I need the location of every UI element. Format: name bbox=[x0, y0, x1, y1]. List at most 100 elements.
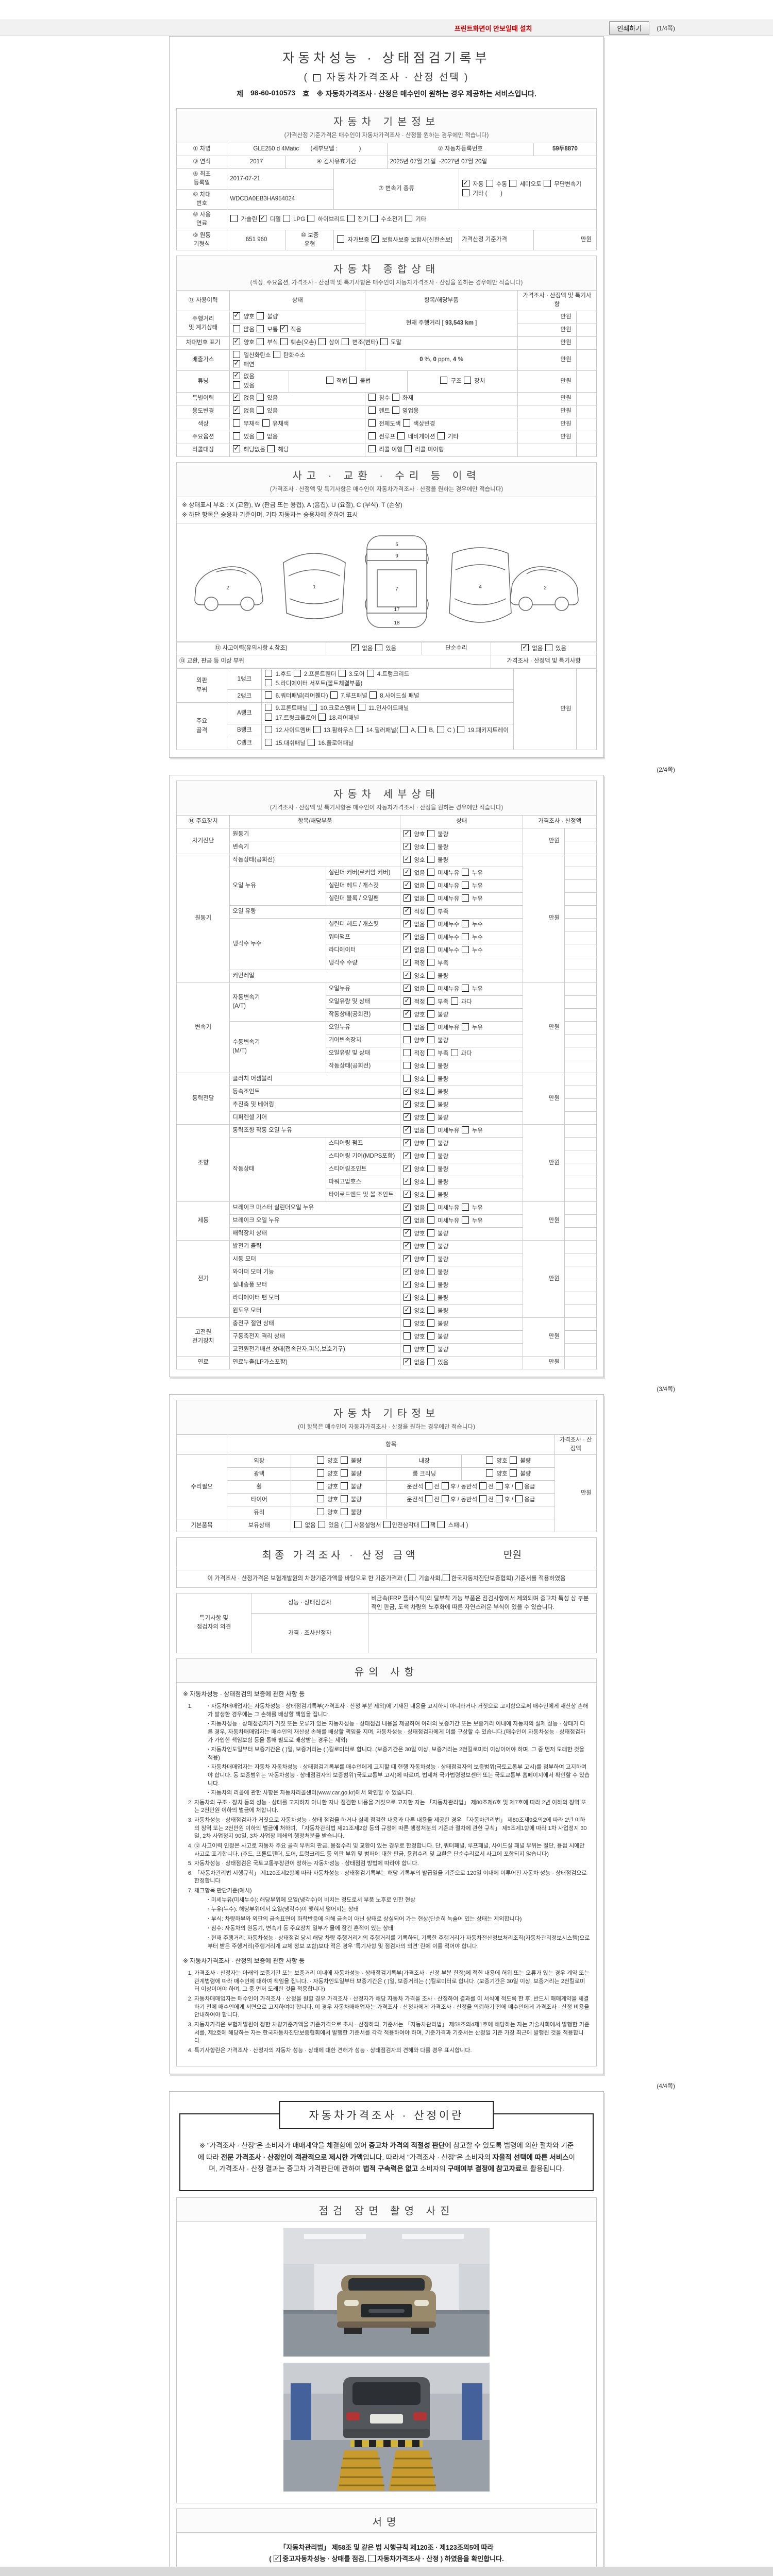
checkbox-unchecked[interactable] bbox=[479, 1495, 487, 1503]
table-cell[interactable]: 전체도색 색상변경 bbox=[365, 417, 518, 431]
checkbox-unchecked[interactable] bbox=[313, 74, 321, 81]
table-cell[interactable]: 있음 없음 bbox=[229, 430, 366, 444]
checkbox-unchecked[interactable] bbox=[233, 432, 241, 440]
checkbox-unchecked[interactable] bbox=[450, 997, 458, 1005]
checkbox-unchecked[interactable] bbox=[405, 445, 412, 453]
checkbox-unchecked[interactable] bbox=[233, 381, 241, 389]
table-cell[interactable]: 없음 미세누유 누유 bbox=[400, 1201, 524, 1215]
checkbox-checked[interactable] bbox=[404, 854, 411, 863]
checkbox-unchecked[interactable] bbox=[265, 738, 273, 746]
checkbox-checked[interactable] bbox=[404, 1124, 411, 1134]
checkbox-unchecked[interactable] bbox=[427, 1151, 434, 1159]
table-cell[interactable]: 양호 불량 bbox=[229, 310, 366, 324]
checkbox-unchecked[interactable] bbox=[436, 725, 444, 733]
table-cell[interactable]: 없음 있음 bbox=[229, 392, 366, 405]
checkbox-checked[interactable] bbox=[404, 905, 411, 915]
checkbox-checked[interactable] bbox=[404, 931, 411, 941]
checkbox-unchecked[interactable] bbox=[427, 1293, 434, 1301]
checkbox-checked[interactable] bbox=[462, 178, 470, 188]
checkbox-unchecked[interactable] bbox=[509, 1456, 517, 1464]
checkbox-unchecked[interactable] bbox=[442, 1482, 449, 1490]
table-cell[interactable]: 1.후드 2.프론트휀더 3.도어 4.트렁크리드 5.라디에이터 서포트(볼트… bbox=[261, 668, 514, 690]
checkbox-unchecked[interactable] bbox=[265, 679, 273, 687]
checkbox-unchecked[interactable] bbox=[427, 842, 434, 850]
checkbox-unchecked[interactable] bbox=[418, 725, 426, 733]
checkbox-checked[interactable] bbox=[404, 1279, 411, 1289]
checkbox-unchecked[interactable] bbox=[340, 1469, 348, 1477]
checkbox-unchecked[interactable] bbox=[256, 312, 264, 320]
checkbox-unchecked[interactable] bbox=[427, 1087, 434, 1095]
checkbox-checked[interactable] bbox=[404, 1201, 411, 1211]
checkbox-unchecked[interactable] bbox=[256, 394, 264, 401]
checkbox-unchecked[interactable] bbox=[438, 1521, 445, 1529]
checkbox-checked[interactable] bbox=[351, 642, 359, 652]
checkbox-unchecked[interactable] bbox=[427, 1023, 434, 1030]
checkbox-unchecked[interactable] bbox=[366, 669, 374, 677]
checkbox-unchecked[interactable] bbox=[404, 1036, 411, 1043]
checkbox-unchecked[interactable] bbox=[479, 1482, 487, 1490]
checkbox-unchecked[interactable] bbox=[427, 958, 434, 966]
table-cell[interactable]: 양호 불량 bbox=[400, 1072, 524, 1086]
table-cell[interactable]: 없음 미세누유 누유 bbox=[400, 867, 524, 880]
table-cell[interactable]: 없음 있음 ( 사용설명서 안전삼각대 잭 스패너 ) bbox=[291, 1519, 556, 1533]
checkbox-unchecked[interactable] bbox=[316, 1495, 324, 1503]
checkbox-unchecked[interactable] bbox=[421, 1521, 429, 1529]
checkbox-checked[interactable] bbox=[274, 2553, 281, 2564]
checkbox-checked[interactable] bbox=[404, 1150, 411, 1160]
checkbox-checked[interactable] bbox=[404, 995, 411, 1005]
checkbox-checked[interactable] bbox=[404, 1163, 411, 1173]
table-cell[interactable]: 없음 미세누유 누유 bbox=[400, 1214, 524, 1228]
checkbox-checked[interactable] bbox=[404, 1240, 411, 1250]
checkbox-unchecked[interactable] bbox=[427, 1358, 434, 1365]
checkbox-unchecked[interactable] bbox=[440, 377, 448, 384]
checkbox-unchecked[interactable] bbox=[256, 338, 264, 346]
checkbox-unchecked[interactable] bbox=[310, 704, 317, 711]
checkbox-checked[interactable] bbox=[404, 1086, 411, 1095]
table-cell[interactable]: 양호 불량 bbox=[400, 1189, 524, 1202]
checkbox-unchecked[interactable] bbox=[308, 738, 315, 746]
checkbox-checked[interactable] bbox=[404, 1189, 411, 1198]
table-cell[interactable]: 9.프론트패널 10.크로스멤버 11.인사이드패널 17.트렁크플로어 18.… bbox=[261, 702, 514, 724]
table-cell[interactable]: 리콜 이행 리콜 미이행 bbox=[365, 443, 518, 457]
checkbox-unchecked[interactable] bbox=[427, 1113, 434, 1121]
table-cell[interactable]: 썬루프 네비게이션 기타 bbox=[365, 430, 518, 444]
checkbox-unchecked[interactable] bbox=[408, 1574, 416, 1582]
checkbox-checked[interactable] bbox=[404, 828, 411, 838]
checkbox-unchecked[interactable] bbox=[462, 189, 470, 196]
checkbox-unchecked[interactable] bbox=[265, 704, 273, 711]
table-cell[interactable]: 양호 불량 bbox=[400, 1086, 524, 1099]
table-cell[interactable]: 없음 있음 bbox=[325, 642, 422, 655]
table-cell[interactable]: 없음 있음 bbox=[400, 1356, 524, 1369]
checkbox-checked[interactable] bbox=[233, 336, 241, 346]
checkbox-unchecked[interactable] bbox=[404, 1319, 411, 1327]
table-cell[interactable]: 무채색 유채색 bbox=[229, 417, 366, 431]
checkbox-unchecked[interactable] bbox=[392, 394, 399, 401]
checkbox-unchecked[interactable] bbox=[256, 432, 264, 440]
checkbox-unchecked[interactable] bbox=[450, 1048, 458, 1056]
checkbox-unchecked[interactable] bbox=[369, 691, 377, 699]
checkbox-unchecked[interactable] bbox=[340, 1495, 348, 1503]
checkbox-checked[interactable] bbox=[233, 392, 241, 402]
checkbox-unchecked[interactable] bbox=[496, 1482, 503, 1490]
checkbox-unchecked[interactable] bbox=[404, 1345, 411, 1352]
checkbox-checked[interactable] bbox=[404, 957, 411, 967]
table-cell[interactable]: 양호 불량 bbox=[400, 1266, 524, 1279]
checkbox-unchecked[interactable] bbox=[427, 1255, 434, 1262]
checkbox-unchecked[interactable] bbox=[368, 406, 376, 414]
checkbox-unchecked[interactable] bbox=[457, 725, 465, 733]
checkbox-checked[interactable] bbox=[404, 1356, 411, 1366]
checkbox-unchecked[interactable] bbox=[404, 1074, 411, 1082]
table-cell[interactable]: 양호 부식 훼손(오손) 상이 변조(변타) 도말 bbox=[229, 336, 518, 350]
checkbox-unchecked[interactable] bbox=[425, 1482, 433, 1490]
table-cell[interactable]: 적정 부족 bbox=[400, 905, 524, 919]
checkbox-unchecked[interactable] bbox=[427, 1319, 434, 1327]
checkbox-unchecked[interactable] bbox=[427, 829, 434, 837]
table-cell[interactable]: 양호 불량 bbox=[400, 841, 524, 854]
checkbox-checked[interactable] bbox=[404, 1111, 411, 1121]
table-cell[interactable]: 양호 불량 bbox=[461, 1454, 556, 1468]
checkbox-unchecked[interactable] bbox=[427, 1345, 434, 1352]
checkbox-unchecked[interactable] bbox=[345, 1521, 352, 1529]
checkbox-unchecked[interactable] bbox=[427, 1267, 434, 1275]
table-cell[interactable]: 운전석 전 후 / 동반석 전 후 / 응급 bbox=[386, 1480, 556, 1494]
checkbox-unchecked[interactable] bbox=[427, 933, 434, 940]
